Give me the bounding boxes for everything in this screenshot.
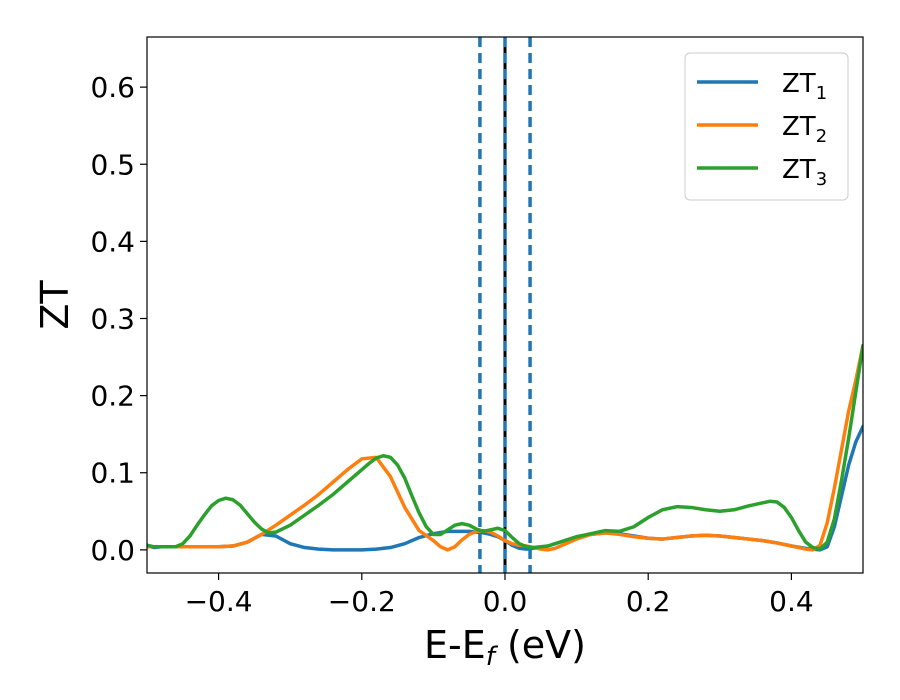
x-tick-label: 0.2 (626, 585, 671, 618)
x-axis-ticks: −0.4 −0.2 0.0 0.2 0.4 (185, 573, 814, 618)
series-line-zt2 (147, 343, 863, 552)
x-tick-label: 0.4 (769, 585, 814, 618)
y-tick-label: 0.4 (90, 225, 135, 258)
x-tick-label: −0.2 (328, 585, 396, 618)
x-axis-label: E-Ef (eV) (424, 623, 586, 672)
legend-box (684, 52, 849, 201)
reference-lines (478, 37, 532, 573)
y-tick-label: 0.1 (90, 457, 135, 490)
x-tick-label: −0.4 (185, 585, 253, 618)
legend: ZT1 ZT2 ZT3 (684, 52, 849, 201)
y-tick-label: 0.2 (90, 380, 135, 413)
y-tick-label: 0.5 (90, 148, 135, 181)
x-tick-label: 0.0 (483, 585, 528, 618)
series-line-zt3 (147, 343, 863, 551)
y-tick-label: 0.0 (90, 534, 135, 567)
y-tick-label: 0.6 (90, 71, 135, 104)
legend-label-zt3: ZT3 (782, 155, 827, 190)
y-tick-label: 0.3 (90, 302, 135, 335)
legend-label-zt1: ZT1 (782, 69, 827, 104)
legend-label-zt2: ZT2 (782, 112, 827, 147)
y-axis-label: ZT (33, 280, 77, 330)
y-axis-ticks: 0.0 0.1 0.2 0.3 0.4 0.5 0.6 (90, 71, 147, 567)
series-lines (147, 343, 863, 552)
